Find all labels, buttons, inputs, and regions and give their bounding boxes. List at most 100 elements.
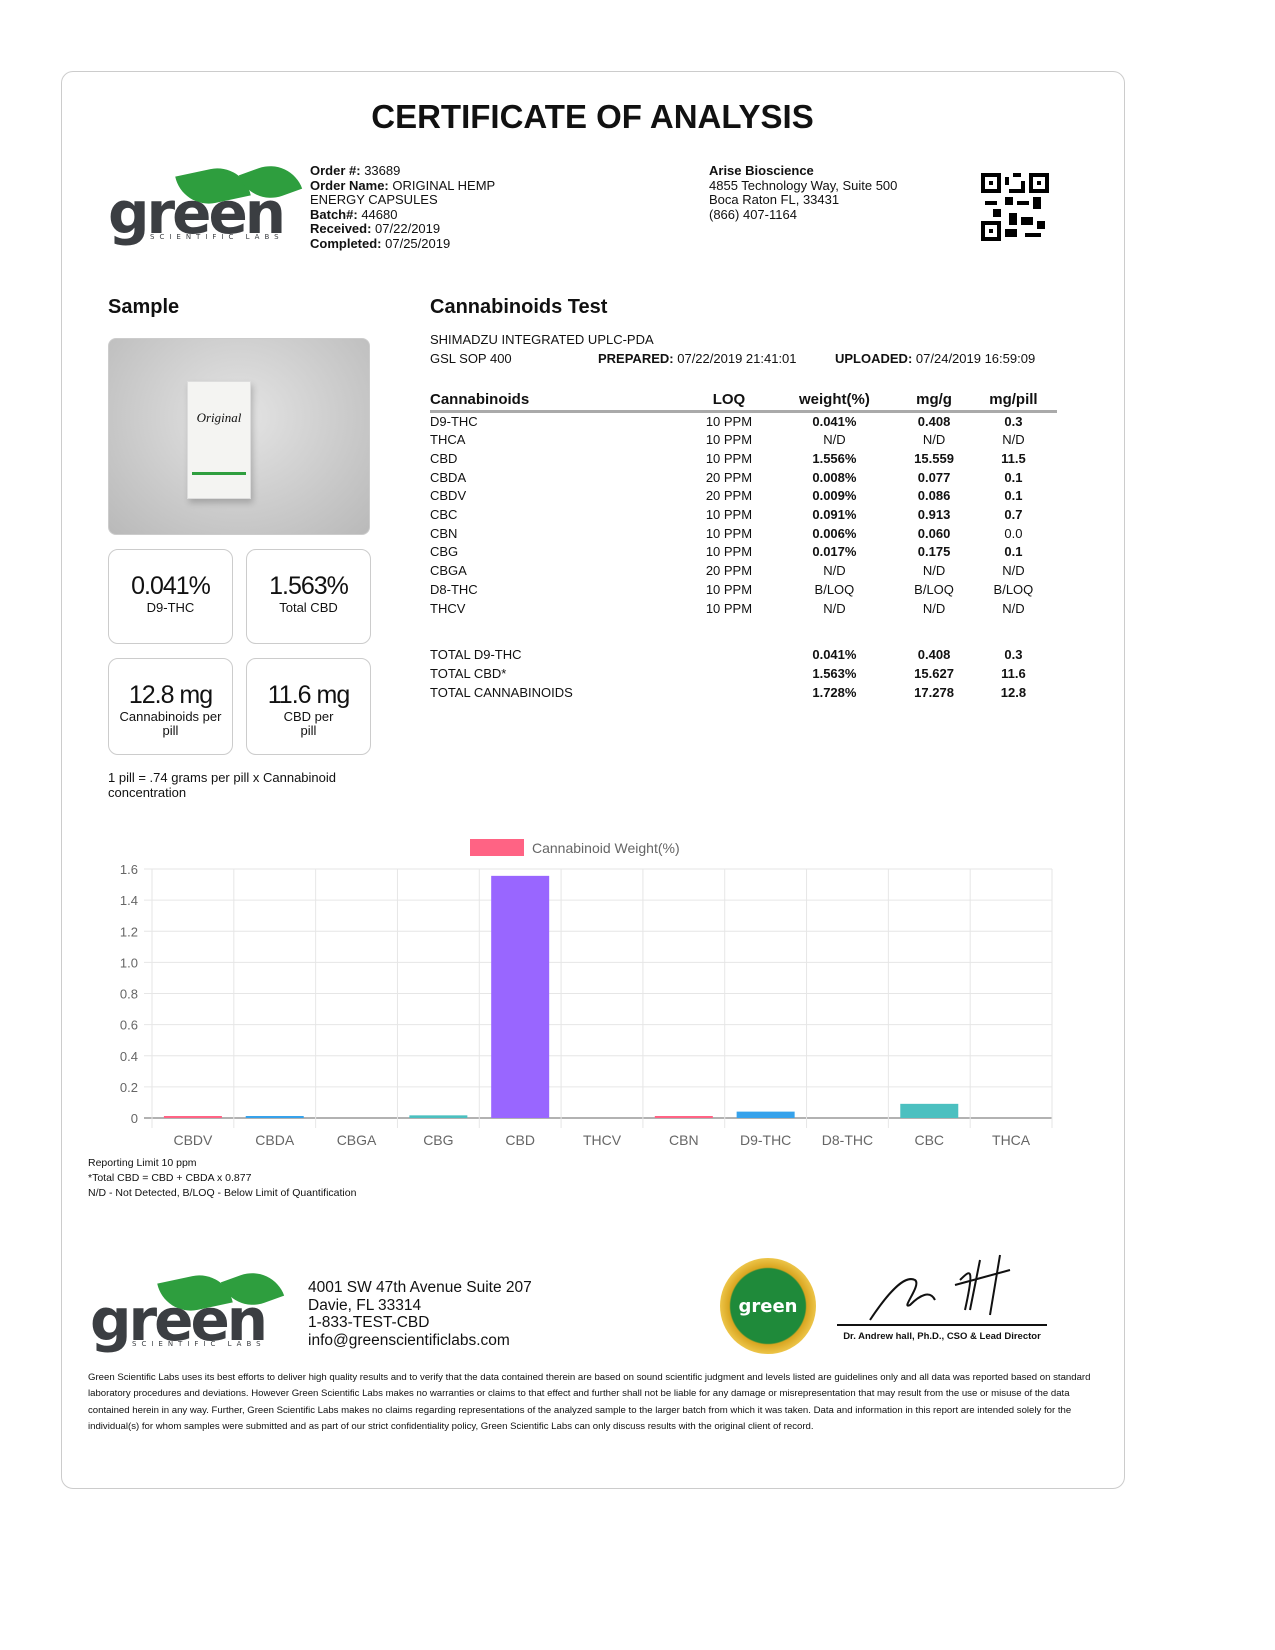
bar-cbda — [245, 1116, 304, 1118]
table-row: CBC 10 PPM 0.091% 0.913 0.7 — [430, 506, 1057, 525]
green-logo: green SCIENTIFIC LABS — [108, 156, 303, 247]
x-tick-label: CBGA — [337, 1132, 377, 1148]
table-spacer — [430, 618, 1057, 646]
table-cell: THCA — [430, 432, 466, 448]
table-cell: 11.5 — [1001, 451, 1026, 467]
table-cell: N/D — [823, 563, 846, 579]
table-cell: B/LOQ — [914, 581, 954, 597]
pill-note: 1 pill = .74 grams per pill x Cannabinoi… — [108, 770, 336, 800]
table-cell: 0.0 — [1004, 525, 1023, 541]
total-row: TOTAL D9-THC 0.041% 0.408 0.3 — [430, 646, 1057, 665]
bar-cbdv — [163, 1116, 222, 1118]
table-cell: 1.556% — [812, 451, 857, 467]
table-cell: 1.728% — [812, 684, 857, 700]
table-row: THCA 10 PPM N/D N/D N/D — [430, 431, 1057, 450]
table-cell: 0.041% — [812, 414, 857, 429]
table-cell: 10 PPM — [705, 432, 753, 448]
table-cell: 1.563% — [812, 665, 857, 681]
table-cell: TOTAL CBD* — [430, 665, 507, 681]
table-cell: 0.017% — [812, 544, 857, 560]
table-cell: 0.408 — [917, 414, 951, 429]
column-header: LOQ — [687, 391, 771, 413]
table-cell: 0.7 — [1004, 507, 1023, 523]
signature-caption: Dr. Andrew hall, Ph.D., CSO & Lead Direc… — [843, 1331, 1041, 1342]
table-cell: 17.278 — [914, 684, 954, 700]
table-cell: CBGA — [430, 563, 467, 579]
table-cell: 0.175 — [917, 544, 951, 560]
table-cell: 0.060 — [917, 525, 951, 541]
sample-heading: Sample — [108, 296, 180, 318]
bar-cbg — [409, 1115, 468, 1118]
table-cell: N/D — [1002, 563, 1025, 579]
page-title: CERTIFICATE OF ANALYSIS — [371, 98, 814, 135]
x-tick-label: THCA — [992, 1132, 1031, 1148]
table-cell: N/D — [922, 432, 946, 448]
y-tick-label: 1.4 — [120, 893, 138, 908]
y-tick-label: 1.0 — [120, 955, 138, 970]
legend-swatch — [470, 839, 524, 856]
table-cell: 10 PPM — [705, 451, 753, 467]
table-cell: 0.913 — [917, 507, 951, 523]
test-sop: GSL SOP 400 — [430, 351, 512, 366]
bar-cbd — [491, 875, 550, 1118]
table-cell — [687, 646, 770, 665]
x-tick-label: CBDV — [173, 1132, 213, 1148]
table-cell: CBN — [430, 525, 458, 541]
disclaimer: Green Scientific Labs uses its best effo… — [88, 1372, 1091, 1432]
certificate-card — [61, 71, 1125, 1489]
y-tick-label: 0.2 — [120, 1080, 138, 1095]
stat-cbd-per-pill: 11.6 mg CBD per pill — [246, 658, 371, 755]
column-header: weight(%) — [770, 391, 899, 413]
x-tick-label: D9-THC — [740, 1132, 791, 1148]
table-row: THCV 10 PPM N/D N/D N/D — [430, 599, 1057, 618]
table-row: CBD 10 PPM 1.556% 15.559 11.5 — [430, 450, 1057, 469]
column-header: mg/g — [898, 391, 970, 413]
table-cell: N/D — [1002, 600, 1025, 616]
cannabinoid-weight-chart: Cannabinoid Weight(%) 0 0.2 0.4 0.6 0.8 1.0 1.2… — [120, 839, 1053, 1148]
table-cell: 10 PPM — [705, 525, 753, 541]
table-cell: 0.408 — [917, 647, 951, 663]
bar-cbc — [900, 1103, 959, 1118]
table-cell: 10 PPM — [705, 544, 753, 560]
table-cell: 0.009% — [812, 488, 857, 504]
table-cell: CBDV — [430, 488, 467, 504]
table-row: CBN 10 PPM 0.006% 0.060 0.0 — [430, 524, 1057, 543]
table-cell: TOTAL D9-THC — [430, 647, 522, 663]
legend-label: Cannabinoid Weight(%) — [532, 840, 680, 856]
table-cell: B/LOQ — [993, 581, 1034, 597]
table-cell: N/D — [1002, 432, 1025, 448]
table-cell: 0.086 — [917, 488, 951, 504]
test-method: SHIMADZU INTEGRATED UPLC-PDA — [430, 332, 654, 347]
report-notes: Reporting Limit 10 ppm *Total CBD = CBD +… — [88, 1157, 357, 1199]
table-cell: 0.3 — [1004, 647, 1023, 663]
test-heading: Cannabinoids Test — [430, 296, 608, 318]
table-cell: CBDA — [430, 469, 467, 485]
table-cell: 0.1 — [1004, 544, 1023, 560]
y-tick-label: 0.4 — [120, 1049, 138, 1064]
y-tick-label: 1.6 — [120, 862, 138, 877]
table-cell: N/D — [823, 432, 846, 448]
y-tick-label: 0.6 — [120, 1018, 138, 1033]
stat-d9-thc: 0.041% D9-THC — [108, 549, 233, 644]
table-cell: 10 PPM — [705, 600, 753, 616]
lab-contact: 4001 SW 47th Avenue Suite 207 Davie, FL 3… — [308, 1279, 532, 1349]
table-cell: CBD — [430, 451, 458, 467]
qr-code-icon[interactable] — [981, 173, 1049, 241]
table-cell: 20 PPM — [705, 469, 753, 485]
table-cell: 20 PPM — [705, 563, 753, 579]
stat-total-cbd: 1.563% Total CBD — [246, 549, 371, 644]
table-cell: D9-THC — [430, 414, 478, 429]
table-cell: N/D — [922, 600, 946, 616]
table-cell: 11.6 — [1001, 665, 1026, 681]
table-row: CBDA 20 PPM 0.008% 0.077 0.1 — [430, 468, 1057, 487]
lab-email-link[interactable]: info@greenscientificlabs.com — [308, 1331, 510, 1349]
bar-d9-thc — [736, 1111, 795, 1118]
stat-cannabinoids-per-pill: 12.8 mg Cannabinoids per pill — [108, 658, 233, 755]
table-cell: 0.006% — [812, 525, 857, 541]
table-cell: 0.091% — [812, 507, 857, 523]
prepared-date: PREPARED: 07/22/2019 21:41:01 — [598, 351, 797, 366]
table-cell: D8-THC — [430, 581, 478, 597]
table-row: CBDV 20 PPM 0.009% 0.086 0.1 — [430, 487, 1057, 506]
x-tick-label: CBC — [914, 1132, 944, 1148]
x-tick-label: CBD — [505, 1132, 535, 1148]
